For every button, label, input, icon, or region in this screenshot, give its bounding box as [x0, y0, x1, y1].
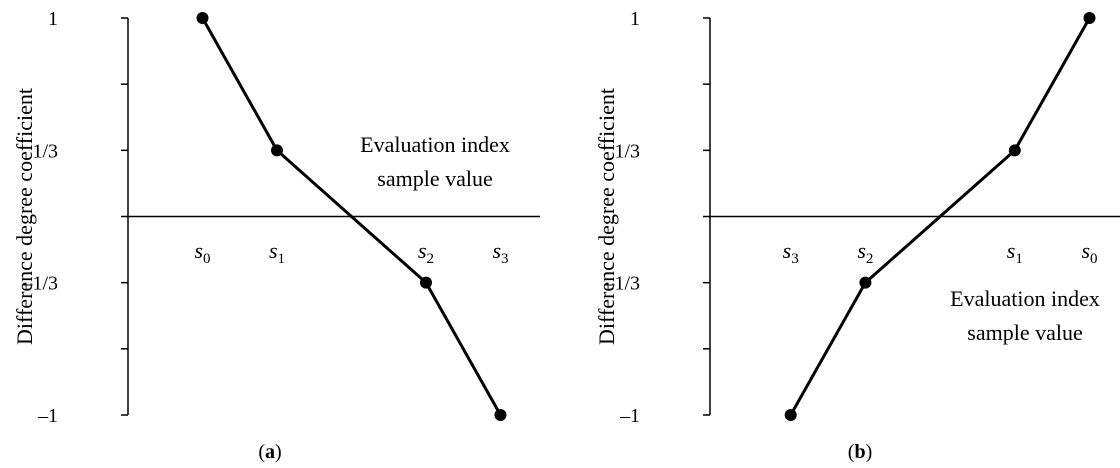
- y-tick-label: 1/3: [614, 140, 640, 162]
- data-point: [1008, 144, 1021, 157]
- x-axis-annotation-line-2: sample value: [967, 320, 1082, 345]
- x-axis-annotation-line-1: Evaluation index: [950, 286, 1100, 311]
- series-line: [789, 17, 1091, 416]
- x-category-label: s2: [857, 238, 873, 267]
- chart-panel-b: 1 1/3 –1/3 –1 Difference degree coefficient s…: [594, 8, 1120, 463]
- data-point: [196, 12, 209, 24]
- data-point: [420, 276, 432, 289]
- x-axis-annotation-line-2: sample value: [377, 166, 492, 191]
- x-axis-annotation-line-1: Evaluation index: [360, 132, 510, 157]
- y-tick-label: –1: [37, 405, 58, 427]
- y-tick-label: –1: [619, 405, 640, 427]
- x-category-label: s3: [492, 238, 508, 267]
- x-category-label: s0: [1081, 238, 1097, 267]
- x-category-label: s3: [783, 238, 799, 267]
- data-point: [271, 144, 283, 157]
- panel-caption: (a): [258, 441, 281, 463]
- panel-caption: (b): [848, 441, 872, 463]
- series-line: [201, 17, 502, 416]
- x-category-label: s1: [1007, 238, 1023, 267]
- y-tick-label: 1: [630, 8, 640, 30]
- y-tick-label: –1/3: [21, 273, 58, 295]
- y-tick-label: 1/3: [32, 140, 58, 162]
- data-point: [859, 276, 872, 289]
- y-axis-title: Difference degree coefficient: [12, 88, 37, 345]
- y-tick-label: 1: [48, 8, 58, 30]
- data-point: [494, 409, 507, 421]
- x-category-label: s2: [418, 238, 434, 267]
- chart-panel-a: 1 1/3 –1/3 –1 Difference degree coefficient s…: [12, 8, 540, 463]
- x-category-label: s0: [194, 238, 210, 267]
- y-axis-title: Difference degree coefficient: [594, 88, 619, 345]
- data-point: [784, 409, 797, 421]
- data-point: [1083, 12, 1096, 24]
- y-tick-label: –1/3: [603, 273, 640, 295]
- x-category-label: s1: [269, 238, 285, 267]
